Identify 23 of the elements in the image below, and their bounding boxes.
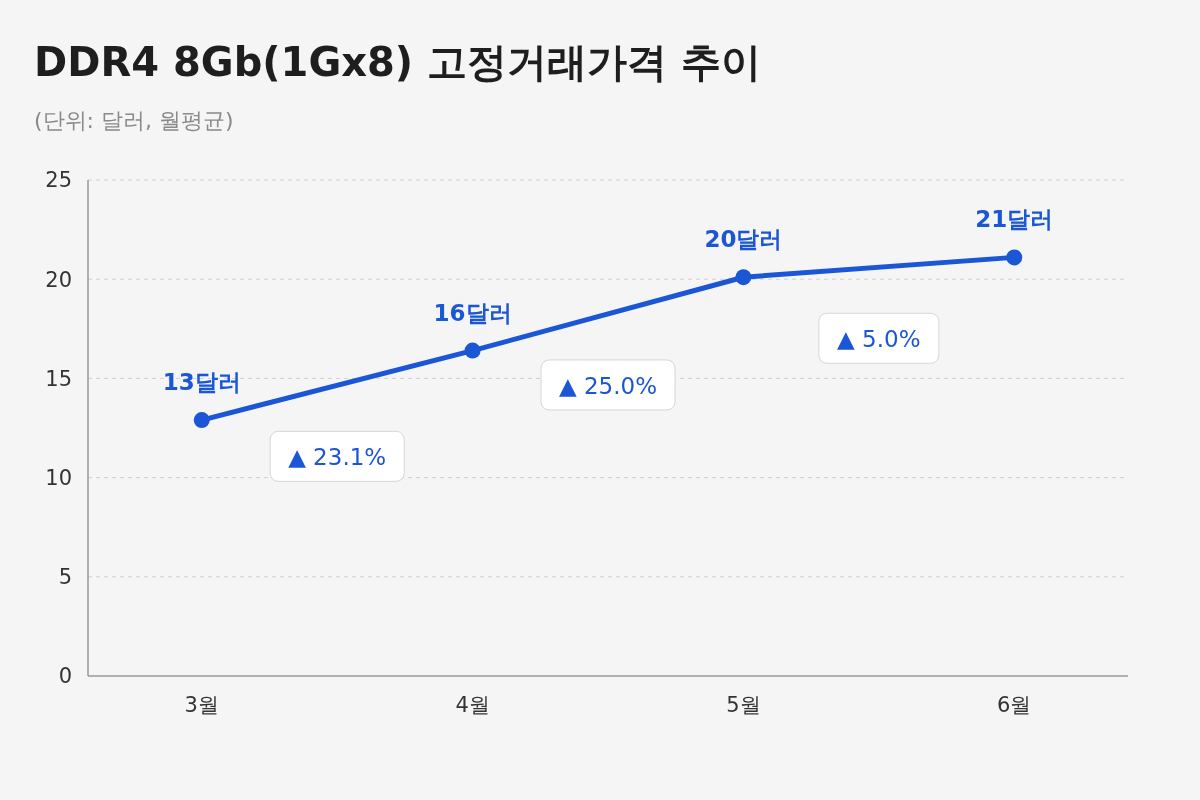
annotation: ▲ 25.0% — [558, 372, 658, 399]
data-label: 21달러 — [975, 206, 1054, 233]
chart-subtitle: (단위: 달러, 월평균) — [34, 108, 234, 133]
point — [735, 269, 752, 286]
data-label: 16달러 — [433, 299, 512, 326]
y-tick-label: 20 — [45, 267, 72, 292]
x-tick-label: 3월 — [184, 693, 219, 717]
annotation: ▲ 5.0% — [837, 326, 921, 353]
data-label: 13달러 — [162, 369, 241, 396]
y-tick-label: 10 — [45, 465, 72, 490]
point — [193, 412, 210, 429]
point — [1006, 249, 1023, 266]
y-tick-label: 5 — [58, 565, 72, 590]
annotation: ▲ 23.1% — [288, 444, 387, 471]
data-label: 20달러 — [704, 226, 783, 253]
y-tick-label: 0 — [58, 664, 72, 689]
y-tick-label: 25 — [45, 168, 72, 193]
x-tick-label: 6월 — [997, 693, 1032, 717]
point — [464, 342, 481, 359]
x-tick-label: 5월 — [726, 693, 761, 717]
y-tick-label: 15 — [45, 366, 72, 391]
chart-title: DDR4 8Gb(1Gx8) 고정거래가격 추이 — [34, 39, 761, 85]
x-tick-label: 4월 — [455, 693, 490, 717]
